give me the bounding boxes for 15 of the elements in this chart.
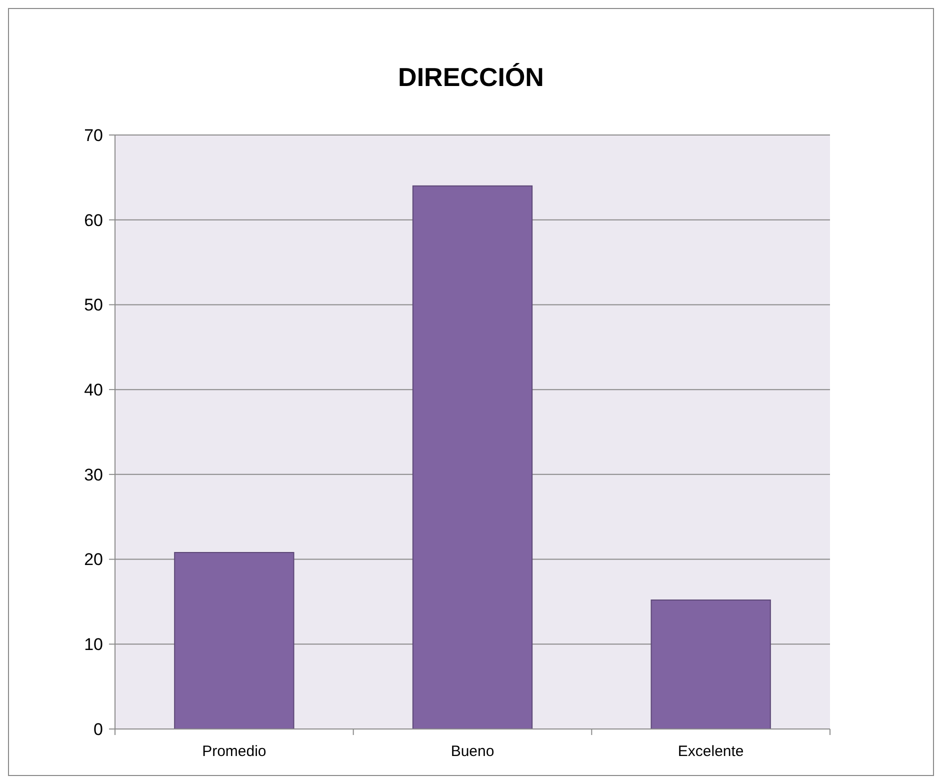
y-tick-label: 0 xyxy=(94,720,103,739)
x-tick-label: Excelente xyxy=(678,743,744,760)
y-tick-label: 50 xyxy=(84,296,103,315)
y-tick-label: 70 xyxy=(84,126,103,145)
y-tick-label: 40 xyxy=(84,380,103,400)
bar xyxy=(174,552,294,730)
x-tick-label: Promedio xyxy=(202,743,266,760)
y-tick-label: 20 xyxy=(84,550,103,570)
y-tick-label: 60 xyxy=(84,210,103,230)
y-tick-label: 10 xyxy=(84,635,103,654)
chart-title: DIRECCIÓN xyxy=(398,62,544,92)
bar xyxy=(412,185,533,730)
x-tick-label: Bueno xyxy=(450,743,494,760)
bar xyxy=(650,600,771,730)
y-tick-label: 30 xyxy=(84,465,103,484)
